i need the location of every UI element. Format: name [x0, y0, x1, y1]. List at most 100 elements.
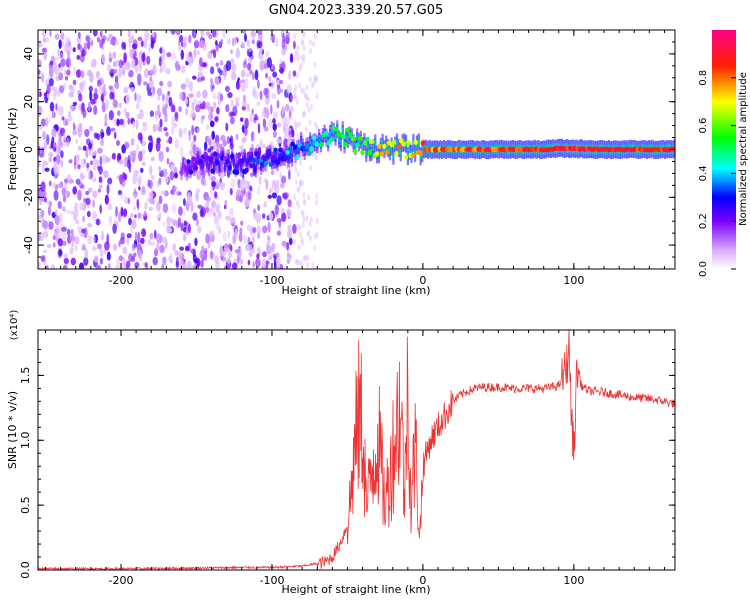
noise-speckle [58, 39, 62, 49]
noise-speckle [92, 177, 97, 182]
noise-speckle [94, 255, 99, 263]
noise-speckle [48, 201, 53, 208]
noise-speckle [126, 236, 130, 245]
noise-speckle [125, 93, 130, 105]
noise-speckle [107, 203, 113, 211]
noise-speckle [87, 187, 93, 193]
noise-speckle [308, 119, 312, 126]
noise-speckle [276, 86, 281, 95]
noise-speckle [123, 86, 129, 94]
noise-speckle [278, 67, 284, 74]
noise-speckle [272, 118, 276, 124]
noise-speckle [265, 72, 269, 79]
noise-speckle [119, 118, 124, 125]
noise-speckle [86, 210, 91, 218]
noise-speckle [242, 30, 247, 34]
noise-speckle [282, 193, 288, 200]
noise-speckle [155, 242, 160, 251]
noise-speckle [156, 214, 161, 219]
noise-speckle [226, 38, 231, 45]
signal-core [316, 137, 322, 143]
noise-speckle [89, 71, 92, 78]
noise-speckle [101, 102, 106, 113]
noise-speckle [141, 228, 147, 238]
signal-halo [417, 139, 420, 146]
signal-core [401, 141, 406, 147]
noise-speckle [193, 40, 200, 49]
noise-speckle [240, 220, 244, 226]
noise-speckle [197, 66, 203, 71]
y-tick-label: -20 [22, 188, 35, 206]
signal-core [307, 150, 312, 156]
noise-speckle [132, 121, 136, 128]
noise-speckle [230, 178, 236, 189]
noise-speckle [169, 170, 175, 181]
noise-speckle [263, 126, 269, 132]
noise-speckle [300, 236, 304, 243]
signal-core [348, 132, 353, 138]
noise-speckle [128, 217, 132, 226]
noise-speckle [171, 116, 175, 127]
signal-core [324, 130, 329, 136]
x-tick-label: -200 [109, 274, 134, 287]
noise-speckle [73, 66, 76, 76]
noise-speckle [263, 177, 267, 183]
noise-speckle [136, 143, 140, 153]
noise-speckle [61, 116, 65, 121]
noise-speckle [61, 142, 68, 147]
noise-speckle [129, 48, 134, 59]
signal-halo [187, 166, 190, 173]
noise-speckle [61, 187, 66, 197]
signal-halo [356, 134, 359, 141]
noise-speckle [74, 209, 79, 217]
noise-speckle [313, 233, 317, 240]
noise-speckle [214, 255, 219, 264]
noise-speckle [189, 149, 193, 156]
noise-speckle [268, 119, 273, 128]
noise-speckle [211, 200, 216, 208]
signal-halo [245, 159, 248, 166]
noise-speckle [199, 103, 205, 110]
noise-speckle [275, 38, 279, 48]
signal-core [229, 153, 235, 159]
noise-speckle [77, 126, 83, 138]
noise-speckle [62, 195, 67, 203]
noise-speckle [230, 99, 234, 108]
noise-speckle [99, 30, 103, 37]
noise-speckle [205, 101, 211, 111]
noise-speckle [135, 102, 140, 110]
noise-speckle [228, 249, 233, 258]
noise-speckle [97, 188, 101, 193]
signal-halo [361, 143, 364, 150]
noise-speckle [59, 52, 64, 59]
noise-speckle [307, 106, 311, 113]
noise-speckle [217, 99, 222, 105]
signal-core [350, 136, 356, 142]
noise-speckle [211, 130, 215, 140]
noise-speckle [138, 61, 142, 73]
signal-core [283, 155, 288, 161]
noise-speckle [149, 232, 154, 240]
noise-speckle [249, 225, 254, 236]
noise-speckle [87, 222, 93, 228]
noise-speckle [247, 56, 253, 65]
noise-speckle [239, 259, 244, 265]
noise-speckle [101, 54, 106, 64]
signal-halo [184, 164, 187, 171]
colorbar-tick-label: 0.6 [698, 118, 709, 134]
noise-speckle [274, 204, 279, 216]
noise-speckle [201, 76, 206, 81]
signal-halo [388, 148, 391, 155]
noise-speckle [111, 53, 115, 60]
noise-speckle [140, 40, 144, 47]
noise-speckle [99, 39, 104, 49]
noise-speckle [92, 210, 97, 222]
signal-halo [399, 149, 402, 156]
noise-speckle [205, 196, 211, 202]
noise-speckle [143, 39, 148, 49]
noise-speckle [276, 99, 280, 109]
noise-speckle [246, 39, 251, 48]
signal-core [333, 126, 339, 132]
spectrogram-y-ticks: -40 -20 0 20 40 [22, 29, 675, 270]
noise-speckle [263, 201, 268, 208]
